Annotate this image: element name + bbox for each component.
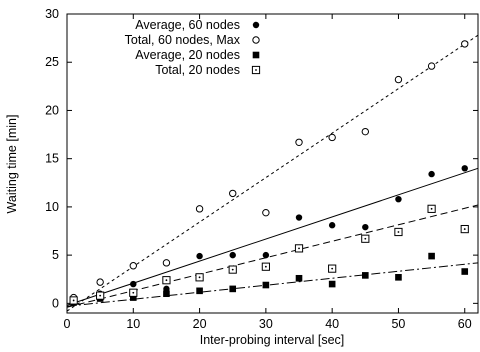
data-point-series-2: [96, 278, 104, 286]
y-tick-label: 0: [52, 296, 59, 310]
data-point-series-3: [163, 290, 170, 298]
data-point-series-4: [261, 262, 270, 271]
axis-ticks: 0 10 20 30 40 50 60 0 5 10 15 20 25 30: [45, 7, 478, 331]
legend-marker: [251, 65, 261, 75]
data-point-series-2: [461, 40, 469, 48]
data-point-series-2: [162, 259, 171, 267]
data-point-series-2: [394, 75, 403, 84]
data-points: [69, 40, 469, 306]
legend-label: Average, 20 nodes: [135, 48, 240, 62]
data-point-series-2: [262, 208, 270, 217]
x-tick-label: 0: [64, 317, 71, 331]
data-point-series-4: [162, 276, 171, 285]
legend-label: Total, 20 nodes: [155, 63, 240, 77]
x-tick-label: 40: [325, 317, 339, 331]
data-point-series-4: [228, 265, 237, 274]
fit-lines: [66, 34, 479, 312]
legend-marker: [252, 21, 260, 29]
legend-marker: [252, 36, 260, 44]
x-tick-label: 60: [458, 317, 472, 331]
y-tick-label: 5: [52, 248, 59, 262]
data-point-series-3: [129, 294, 137, 301]
data-point-series-3: [461, 268, 469, 275]
fit-line-4: [66, 204, 479, 308]
x-tick-label: 50: [391, 317, 405, 331]
data-point-series-2: [229, 189, 237, 198]
data-point-series-3: [362, 272, 369, 279]
plot-frame: [66, 13, 479, 314]
data-point-series-4: [129, 288, 138, 297]
data-point-series-4: [427, 204, 436, 213]
data-point-series-4: [460, 224, 469, 234]
data-point-series-1: [328, 222, 336, 229]
data-point-series-1: [461, 165, 468, 172]
y-axis-title: Waiting time [min]: [5, 115, 19, 214]
y-tick-label: 20: [45, 103, 59, 117]
data-point-series-4: [361, 234, 370, 243]
data-point-series-4: [328, 264, 337, 273]
data-point-series-2: [195, 205, 204, 213]
fit-line-2: [66, 34, 479, 312]
data-point-series-3: [196, 287, 203, 295]
data-point-series-1: [196, 252, 203, 260]
data-point-series-3: [328, 280, 336, 288]
data-point-series-3: [428, 252, 435, 260]
x-tick-label: 10: [126, 317, 140, 331]
data-point-series-3: [262, 281, 270, 289]
y-tick-label: 15: [45, 152, 59, 166]
data-point-series-3: [395, 274, 402, 281]
data-point-series-4: [69, 296, 78, 305]
data-point-series-2: [361, 127, 370, 136]
y-tick-label: 25: [45, 55, 59, 69]
legend-label: Total, 60 nodes, Max: [125, 33, 241, 47]
legend-marker: [252, 51, 260, 59]
legend-label: Average, 60 nodes: [135, 18, 240, 32]
data-point-series-4: [394, 227, 403, 237]
y-tick-label: 30: [45, 7, 59, 21]
data-point-series-3: [229, 285, 237, 293]
x-axis-title: Inter-probing interval [sec]: [200, 333, 345, 347]
data-point-series-1: [362, 223, 369, 231]
data-point-series-4: [294, 244, 304, 253]
x-tick-label: 20: [193, 317, 207, 331]
x-tick-label: 30: [259, 317, 273, 331]
y-tick-label: 10: [45, 200, 59, 214]
data-point-series-1: [229, 251, 236, 259]
data-point-series-2: [328, 133, 336, 142]
data-point-series-4: [96, 291, 105, 300]
data-point-series-2: [129, 262, 137, 270]
data-point-series-1: [262, 251, 270, 259]
data-point-series-4: [195, 273, 204, 282]
data-point-series-2: [427, 62, 436, 70]
data-point-series-1: [130, 280, 137, 288]
data-point-series-1: [395, 195, 402, 203]
data-point-series-3: [295, 274, 303, 282]
data-point-series-1: [428, 170, 435, 178]
data-point-series-2: [295, 138, 303, 146]
data-point-series-1: [295, 214, 303, 221]
